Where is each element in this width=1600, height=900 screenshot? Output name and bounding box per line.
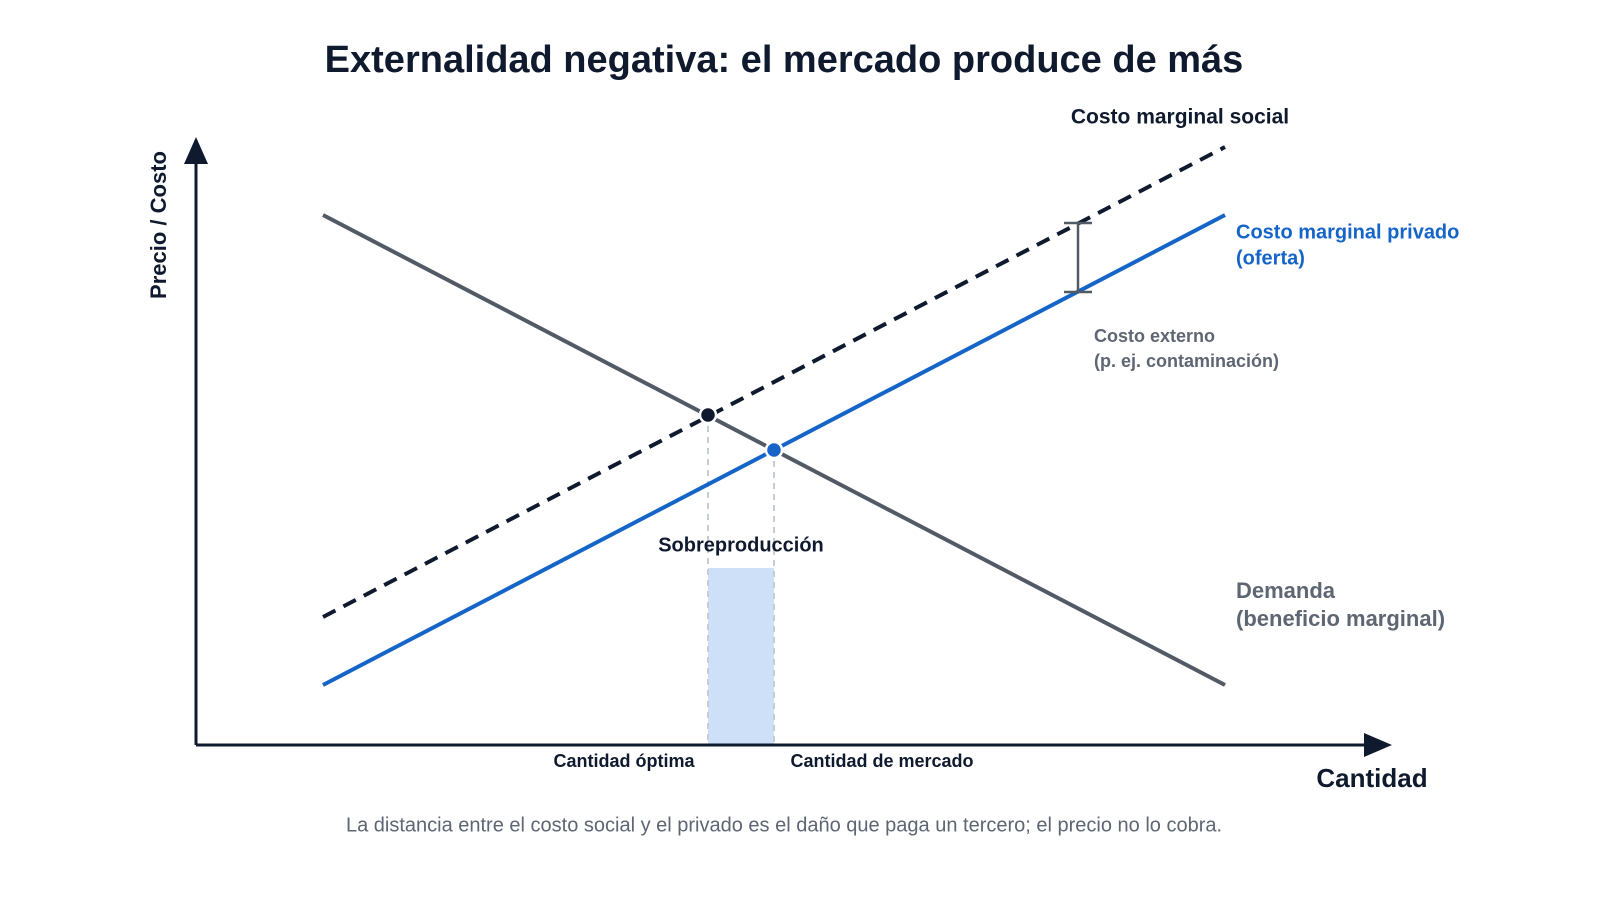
social-cost-curve — [322, 145, 1226, 619]
caption: La distancia entre el costo social y el … — [346, 814, 1222, 836]
demand-label: (beneficio marginal) — [1236, 606, 1445, 631]
market-quantity-label: Cantidad de mercado — [790, 751, 973, 771]
optimal-quantity-label: Cantidad óptima — [553, 751, 695, 771]
external-cost-label: (p. ej. contaminación) — [1094, 351, 1279, 371]
overproduction-label: Sobreproducción — [658, 534, 824, 556]
external-cost-label: Costo externo — [1094, 326, 1215, 346]
demand-label: Demanda — [1236, 578, 1336, 603]
title: Externalidad negativa: el mercado produc… — [325, 39, 1244, 81]
y-arrow — [184, 137, 208, 164]
private-cost-label: Costo marginal privado — [1236, 221, 1459, 243]
optimal-point — [698, 405, 718, 425]
overproduction-area — [708, 568, 774, 745]
x-arrow — [1364, 733, 1392, 757]
y-axis-label: Precio / Costo — [146, 151, 171, 299]
market-point — [764, 440, 784, 460]
private-cost-label: (oferta) — [1236, 247, 1305, 269]
social-cost-label: Costo marginal social — [1071, 106, 1289, 129]
x-axis-label: Cantidad — [1316, 763, 1427, 793]
